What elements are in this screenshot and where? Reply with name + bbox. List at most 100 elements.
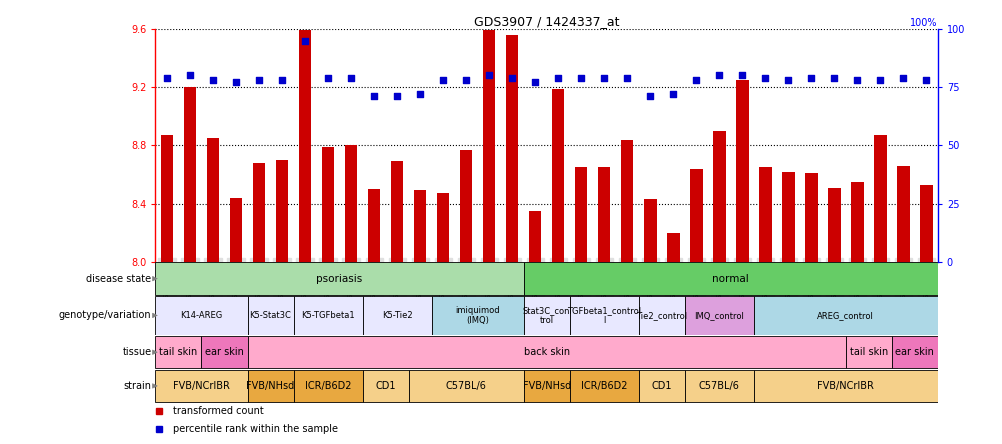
Point	[618, 74, 634, 81]
FancyBboxPatch shape	[362, 296, 431, 335]
Text: ear skin: ear skin	[895, 347, 933, 357]
Bar	[229, 198, 242, 262]
Point	[572, 74, 588, 81]
FancyBboxPatch shape	[523, 296, 569, 335]
Text: TGFbeta1_control
l: TGFbeta1_control l	[566, 306, 640, 325]
Text: C57BL/6: C57BL/6	[698, 381, 738, 391]
Point	[504, 74, 520, 81]
Point	[918, 76, 934, 83]
Text: tail skin: tail skin	[159, 347, 197, 357]
Text: Stat3C_con
trol: Stat3C_con trol	[522, 306, 570, 325]
Text: IMQ_control: IMQ_control	[693, 311, 743, 320]
Text: FVB/NCrIBR: FVB/NCrIBR	[817, 381, 874, 391]
Bar	[253, 163, 266, 262]
Bar	[805, 173, 817, 262]
Bar	[850, 182, 863, 262]
Text: tail skin: tail skin	[849, 347, 887, 357]
Text: K5-TGFbeta1: K5-TGFbeta1	[301, 311, 355, 320]
Point	[710, 72, 726, 79]
FancyBboxPatch shape	[155, 336, 201, 369]
FancyBboxPatch shape	[155, 262, 523, 295]
Text: K5-Tie2: K5-Tie2	[382, 311, 412, 320]
Point	[803, 74, 819, 81]
Text: ear skin: ear skin	[204, 347, 243, 357]
FancyBboxPatch shape	[523, 370, 569, 402]
Bar	[896, 166, 909, 262]
Bar	[735, 80, 747, 262]
FancyBboxPatch shape	[569, 296, 638, 335]
Bar	[666, 233, 678, 262]
Text: disease state: disease state	[86, 274, 151, 284]
Text: K5-Stat3C: K5-Stat3C	[249, 311, 292, 320]
Text: tissue: tissue	[122, 347, 151, 357]
Bar	[368, 189, 380, 262]
FancyBboxPatch shape	[753, 296, 937, 335]
Bar	[276, 160, 288, 262]
Bar	[574, 167, 587, 262]
FancyBboxPatch shape	[638, 296, 684, 335]
Text: CD1: CD1	[650, 381, 671, 391]
Text: ICR/B6D2: ICR/B6D2	[580, 381, 627, 391]
Point	[733, 72, 749, 79]
Bar	[505, 35, 518, 262]
Bar	[873, 135, 886, 262]
Point	[872, 76, 888, 83]
Text: 100%: 100%	[910, 18, 937, 28]
Point	[227, 79, 243, 86]
Point	[158, 74, 174, 81]
Bar	[459, 150, 472, 262]
FancyBboxPatch shape	[684, 296, 753, 335]
Text: imiquimod
(IMQ): imiquimod (IMQ)	[455, 306, 499, 325]
FancyBboxPatch shape	[845, 336, 891, 369]
Text: FVB/NHsd: FVB/NHsd	[522, 381, 570, 391]
FancyBboxPatch shape	[638, 370, 684, 402]
Title: GDS3907 / 1424337_at: GDS3907 / 1424337_at	[473, 15, 619, 28]
Text: normal: normal	[711, 274, 748, 284]
Point	[343, 74, 359, 81]
Bar	[299, 30, 311, 262]
Point	[204, 76, 220, 83]
Bar	[183, 87, 196, 262]
Text: FVB/NHsd: FVB/NHsd	[246, 381, 295, 391]
FancyBboxPatch shape	[247, 370, 294, 402]
FancyBboxPatch shape	[294, 370, 362, 402]
Point	[527, 79, 543, 86]
FancyBboxPatch shape	[753, 370, 937, 402]
FancyBboxPatch shape	[294, 296, 362, 335]
Bar	[345, 145, 357, 262]
Bar	[391, 161, 403, 262]
FancyBboxPatch shape	[247, 296, 294, 335]
Text: strain: strain	[123, 381, 151, 391]
Point	[274, 76, 290, 83]
FancyBboxPatch shape	[247, 336, 845, 369]
Bar	[597, 167, 610, 262]
Bar	[160, 135, 173, 262]
Point	[664, 91, 680, 98]
Point	[595, 74, 611, 81]
Bar	[528, 211, 541, 262]
Bar	[919, 185, 932, 262]
FancyBboxPatch shape	[569, 370, 638, 402]
Point	[458, 76, 474, 83]
Bar	[712, 131, 724, 262]
Text: AREG_control: AREG_control	[817, 311, 874, 320]
Bar	[827, 187, 840, 262]
Point	[320, 74, 336, 81]
Bar	[551, 88, 564, 262]
FancyBboxPatch shape	[523, 262, 937, 295]
Point	[366, 93, 382, 100]
FancyBboxPatch shape	[408, 370, 523, 402]
FancyBboxPatch shape	[362, 370, 408, 402]
Text: transformed count: transformed count	[172, 406, 264, 416]
Point	[435, 76, 451, 83]
FancyBboxPatch shape	[684, 370, 753, 402]
Text: Tie2_control: Tie2_control	[635, 311, 686, 320]
Point	[181, 72, 197, 79]
Bar	[759, 167, 771, 262]
Text: C57BL/6: C57BL/6	[445, 381, 486, 391]
Text: ICR/B6D2: ICR/B6D2	[305, 381, 351, 391]
Text: genotype/variation: genotype/variation	[59, 310, 151, 321]
Point	[687, 76, 703, 83]
FancyBboxPatch shape	[155, 296, 247, 335]
Bar	[782, 171, 794, 262]
